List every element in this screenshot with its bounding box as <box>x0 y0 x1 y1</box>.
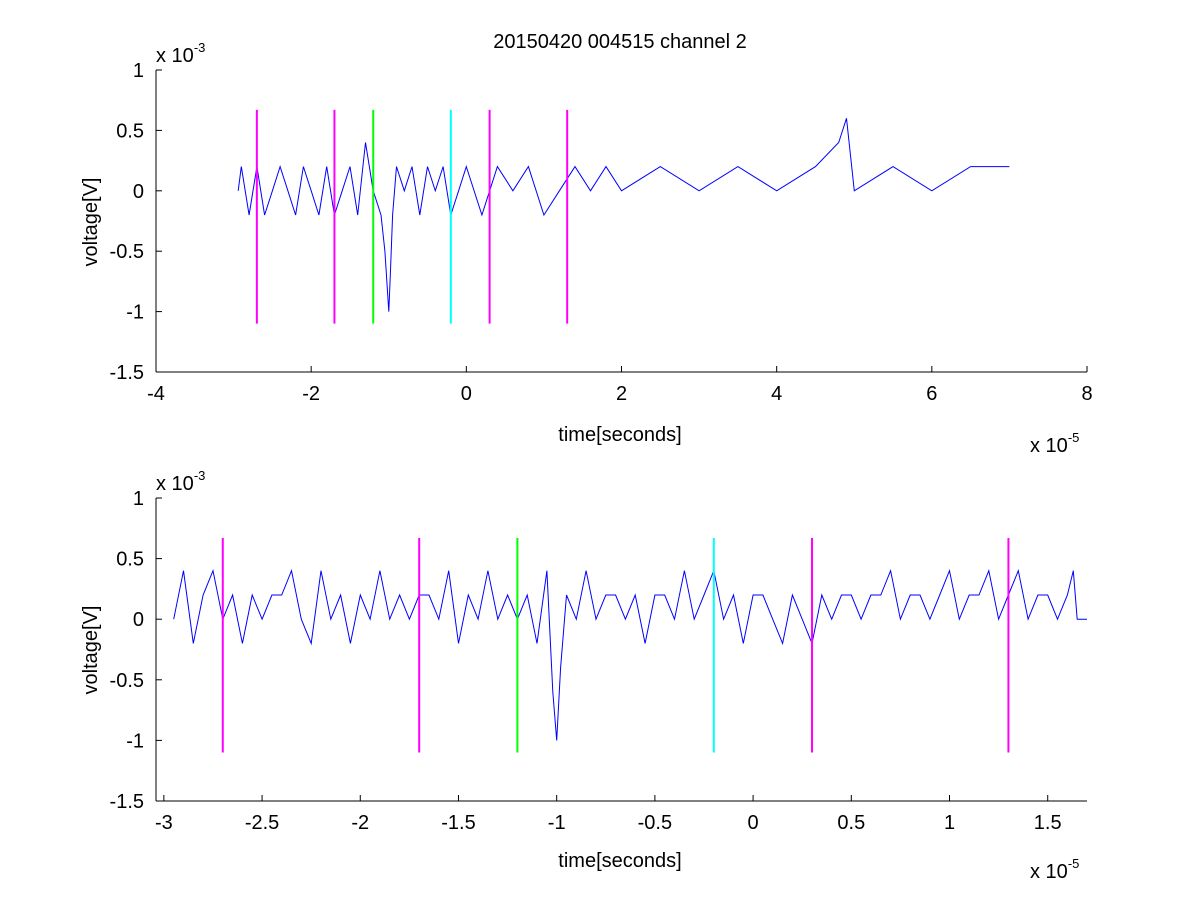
series-line-0 <box>237 118 1010 312</box>
y-tick-label: -1 <box>126 302 144 324</box>
y-ticks-1: 1 0.5 0 -0.5 -1 -1.5 <box>110 488 162 813</box>
x-tick-label: -3 <box>155 812 173 834</box>
x-tick-label: 4 <box>771 383 782 405</box>
vlines-group-1 <box>221 537 1010 753</box>
series-group-0 <box>237 118 1010 312</box>
x-tick-label: 2 <box>616 383 627 405</box>
y-exponent-base-0: x 10 <box>156 45 194 67</box>
x-exponent-0: x 10-5 <box>1030 430 1079 457</box>
vlines-group-0 <box>255 109 569 324</box>
x-tick-label: -1 <box>548 812 566 834</box>
y-tick-label: -1.5 <box>110 362 144 384</box>
y-tick-label: -1 <box>126 730 144 752</box>
x-exponent-1: x 10-5 <box>1030 856 1079 883</box>
x-tick-label: -2 <box>302 383 320 405</box>
x-exponent-power-1: -5 <box>1068 856 1080 871</box>
x-ticks-1: -3 -2.5 -2 -1.5 -1 -0.5 0 0.5 1 1.5 <box>155 795 1062 834</box>
y-exponent-base-1: x 10 <box>156 473 194 495</box>
x-exponent-power-0: -5 <box>1068 430 1080 445</box>
y-tick-label: 0 <box>133 609 144 631</box>
y-tick-label: -0.5 <box>110 241 144 263</box>
x-tick-label: -4 <box>147 383 165 405</box>
y-axis-label-1: voltage[V] <box>80 606 102 695</box>
y-exponent-power-1: -3 <box>194 468 206 483</box>
x-tick-label: -0.5 <box>638 812 672 834</box>
y-exponent-1: x 10-3 <box>156 468 205 495</box>
series-line-0 <box>173 568 1087 741</box>
x-tick-label: -2 <box>351 812 369 834</box>
y-ticks-0: 1 0.5 0 -0.5 -1 -1.5 <box>110 60 162 384</box>
y-tick-label: 0 <box>133 181 144 203</box>
x-tick-label: 1.5 <box>1034 812 1062 834</box>
subplot-top: -4 -2 0 2 4 6 8 10.50-0.5-1-1.5 time[seconds] … <box>80 40 1093 457</box>
x-tick-label: 0 <box>748 812 759 834</box>
y-tick-label: -0.5 <box>110 670 144 692</box>
y-tick-label: 1 <box>133 488 144 510</box>
x-tick-label: -2.5 <box>245 812 279 834</box>
figure-title: 20150420 004515 channel 2 <box>493 31 747 53</box>
y-tick-label: 0.5 <box>116 120 144 142</box>
x-tick-label: 0.5 <box>837 812 865 834</box>
x-tick-label: 1 <box>944 812 955 834</box>
x-tick-label: 6 <box>926 383 937 405</box>
x-tick-label: -1.5 <box>441 812 475 834</box>
y-axis-label-0: voltage[V] <box>80 178 102 267</box>
plot-area-frame-0 <box>156 70 1087 372</box>
subplot-bottom: -3 -2.5 -2 -1.5 -1 -0.5 0 0.5 1 1.5 1 0.5 0 -0.5 -1 -1… <box>80 468 1087 883</box>
y-tick-label: -1.5 <box>110 791 144 813</box>
x-exponent-base-1: x 10 <box>1030 861 1068 883</box>
x-axis-label-0: time[seconds] <box>558 424 681 446</box>
x-axis-label-1: time[seconds] <box>558 850 681 872</box>
y-tick-label: 0.5 <box>116 549 144 571</box>
y-tick-label: 1 <box>133 60 144 82</box>
series-group-1 <box>173 568 1087 741</box>
x-ticks-0: -4 -2 0 2 4 6 8 <box>147 366 1093 405</box>
x-exponent-base-0: x 10 <box>1030 435 1068 457</box>
x-tick-label: 8 <box>1081 383 1092 405</box>
x-tick-label: 0 <box>461 383 472 405</box>
y-exponent-power-0: -3 <box>194 40 206 55</box>
y-exponent-0: x 10-3 <box>156 40 205 67</box>
